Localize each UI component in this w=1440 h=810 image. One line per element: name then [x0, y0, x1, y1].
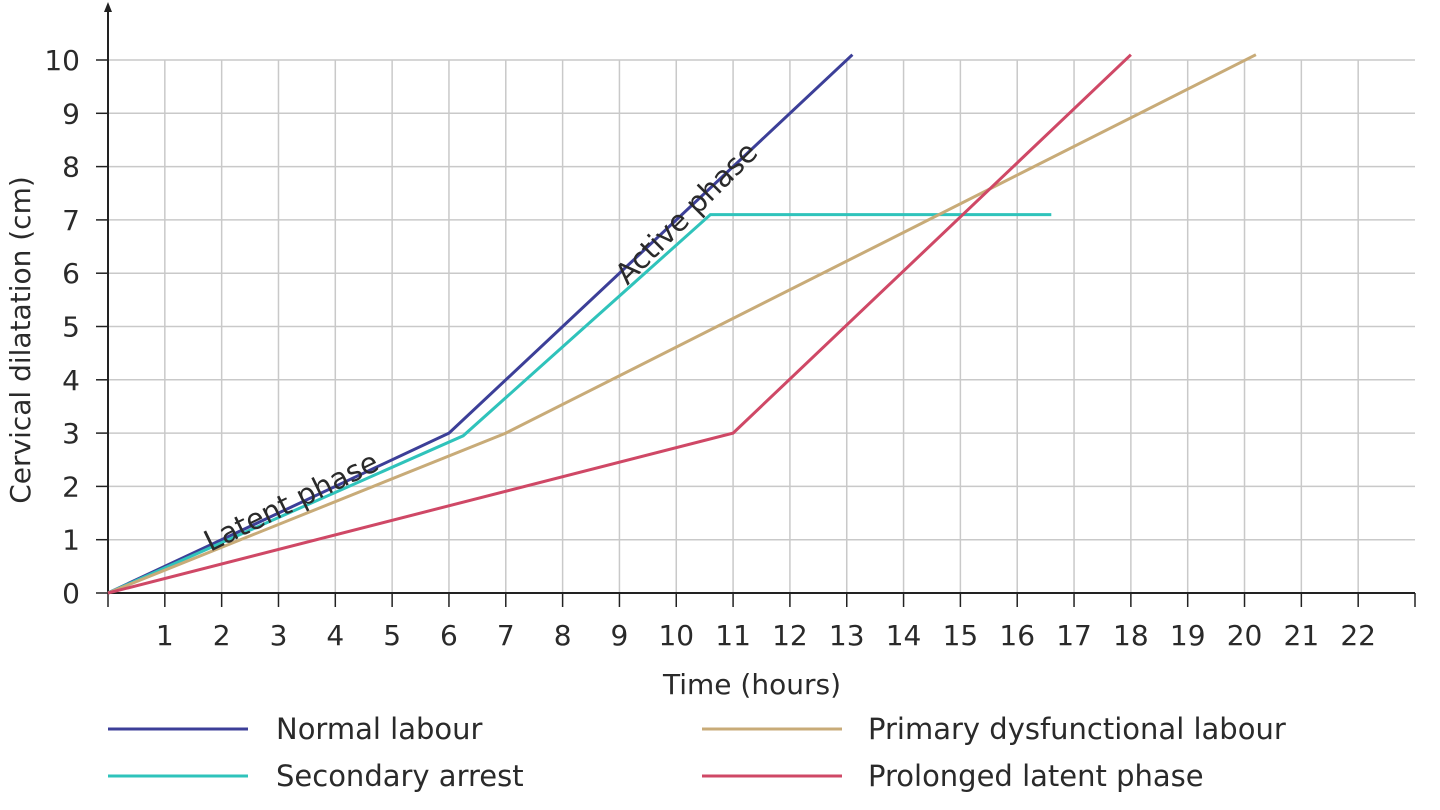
x-tick-label: 20 [1227, 619, 1263, 652]
x-tick-label: 9 [611, 619, 629, 652]
annotation-active-phase: Active phase [608, 135, 764, 291]
legend-label: Normal labour [276, 712, 483, 746]
series-line-prolonged-latent-phase [107, 53, 1132, 595]
x-tick-label: 12 [772, 619, 808, 652]
x-tick-label: 11 [715, 619, 751, 652]
x-tick-label: 13 [829, 619, 865, 652]
y-tick-label: 6 [62, 257, 80, 290]
series-line-primary-dysfunctional-labour [107, 53, 1257, 595]
x-axis-title: Time (hours) [662, 668, 841, 701]
annotation-latent-phase: Latent phase [198, 445, 383, 559]
axes: 1 2 3 4 5 6 7 8 9 10 11 12 13 14 15 16 17 18 19 20 21 2201234… [44, 2, 1416, 652]
x-tick-label: 5 [383, 619, 401, 652]
x-tick-label: 6 [440, 619, 458, 652]
x-tick-label: 2 [213, 619, 231, 652]
x-tick-label: 18 [1113, 619, 1149, 652]
legend-label: Secondary arrest [276, 759, 524, 793]
legend-label: Prolonged latent phase [868, 759, 1204, 793]
series-line-normal-labour [107, 53, 854, 595]
series-line-secondary-arrest [107, 213, 1052, 595]
x-tick-label: 4 [326, 619, 344, 652]
legend: Normal labour Secondary arrest Primary dys… [108, 712, 1286, 793]
series-lines [107, 53, 1257, 595]
y-axis-arrow [104, 2, 112, 12]
y-tick-label: 7 [62, 204, 80, 237]
y-axis-title: Cervical dilatation (cm) [4, 176, 37, 504]
y-tick-label: 0 [62, 577, 80, 610]
x-tick-label: 21 [1284, 619, 1320, 652]
x-tick-label: 14 [886, 619, 922, 652]
x-tick-label: 15 [943, 619, 979, 652]
y-tick-label: 10 [44, 44, 80, 77]
y-tick-label: 5 [62, 311, 80, 344]
x-tick-label: 22 [1340, 619, 1376, 652]
y-tick-label: 4 [62, 364, 80, 397]
y-tick-label: 2 [62, 470, 80, 503]
x-tick-label: 16 [999, 619, 1035, 652]
y-tick-label: 3 [62, 417, 80, 450]
y-tick-label: 8 [62, 151, 80, 184]
x-tick-label: 7 [497, 619, 515, 652]
x-tick-label: 8 [554, 619, 572, 652]
x-tick-label: 3 [270, 619, 288, 652]
y-tick-label: 9 [62, 97, 80, 130]
x-tick-label: 17 [1056, 619, 1092, 652]
x-tick-label: 10 [658, 619, 694, 652]
x-tick-label: 1 [156, 619, 174, 652]
legend-label: Primary dysfunctional labour [868, 712, 1286, 746]
y-tick-label: 1 [62, 524, 80, 557]
x-tick-label: 19 [1170, 619, 1206, 652]
